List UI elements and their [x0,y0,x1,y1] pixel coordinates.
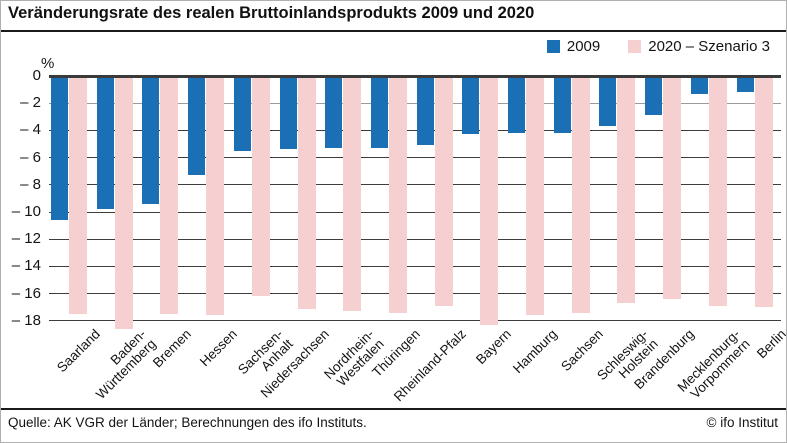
bar-2009-saarland [51,76,68,221]
bar-2009-bayern [462,76,480,135]
bar-2020-hamburg [526,76,544,316]
gridline-8 [49,184,781,186]
y-tick-label-4: – 4 [20,121,41,139]
footer-divider [1,408,786,410]
bar-2009-baden-württemberg [96,76,114,210]
bar-2009-thüringen [370,76,388,149]
copyright-note: © ifo Institut [706,415,778,430]
bar-2020-hessen [206,76,225,316]
bar-2020-nordrhein-westfalen [343,76,362,312]
bar-2020-saarland [69,76,87,314]
gridline-4 [49,129,781,131]
y-axis-unit-label: % [41,55,55,72]
bar-2009-brandenburg [645,76,663,116]
chart-title: Veränderungsrate des realen Bruttoinland… [8,4,535,22]
y-tick-label-0: 0 [32,67,41,84]
bar-2020-thüringen [388,76,407,313]
legend-label-2009: 2009 [566,38,601,55]
legend-item-2020-szenario-3: 2020 – Szenario 3 [628,38,770,55]
bar-2020-sachsen-anhalt [251,76,270,297]
bar-2020-schleswig-holstein [617,76,636,304]
gridline-18 [49,320,781,322]
gridline-16 [49,293,781,295]
bar-2020-brandenburg [663,76,682,300]
bar-2009-bremen [142,76,160,204]
bar-2009-hamburg [508,76,525,134]
bar-2020-rheinland-pfalz [434,76,453,306]
legend: 2009 2020 – Szenario 3 [546,38,770,55]
gridline-6 [49,157,781,159]
bar-2009-schleswig-holstein [599,76,617,127]
gridline-10 [49,211,781,213]
gridline-14 [49,265,781,267]
bar-2020-sachsen [571,76,590,313]
zero-axis-line [49,75,781,78]
title-divider [1,30,786,32]
y-tick-label-8: – 8 [20,175,41,193]
legend-swatch-2020-szenario-3 [628,40,642,53]
y-tick-label-12: – 12 [11,230,41,248]
y-tick-label-6: – 6 [20,148,41,166]
gridline-12 [49,238,781,240]
bar-2020-niedersachsen [297,76,316,309]
y-tick-label-2: – 2 [20,94,41,112]
legend-item-2009: 2009 [546,38,601,55]
bar-2009-hessen [188,76,206,176]
bar-2009-sachsen-anhalt [233,76,251,151]
source-note: Quelle: AK VGR der Länder; Berechnungen … [8,415,367,430]
plot-area [49,75,781,329]
bar-2009-rheinland-pfalz [416,76,434,146]
bar-2009-niedersachsen [279,76,297,150]
bar-2009-sachsen [553,76,571,134]
bar-2020-berlin [754,76,773,308]
bar-2009-nordrhein-westfalen [325,76,343,149]
y-tick-label-18: – 18 [11,311,41,329]
bar-2020-bayern [480,76,499,325]
bar-2020-baden-württemberg [114,76,133,329]
legend-label-2020-szenario-3: 2020 – Szenario 3 [648,38,770,55]
y-tick-label-10: – 10 [11,203,41,220]
y-tick-label-16: – 16 [11,284,41,302]
y-tick-label-14: – 14 [11,257,41,275]
bar-2009-mecklenburg-vorpommern [690,76,708,94]
bar-2020-bremen [160,76,179,314]
bar-2020-mecklenburg-vorpommern [708,76,727,306]
bar-2009-berlin [736,76,754,93]
legend-swatch-2009 [546,40,560,53]
gridline-2 [49,102,781,104]
